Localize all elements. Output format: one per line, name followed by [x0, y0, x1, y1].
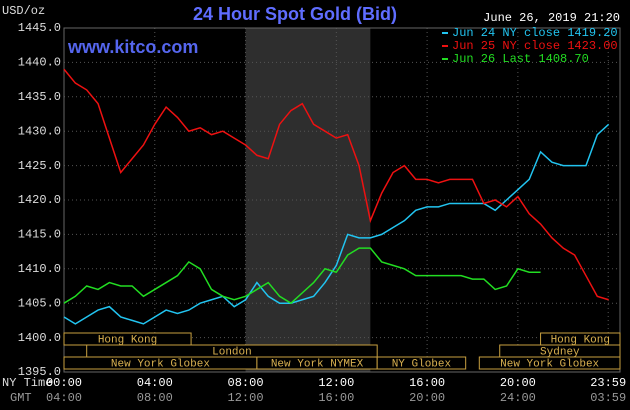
session-label: Hong Kong	[98, 334, 157, 346]
x2-tick-label: 08:00	[137, 391, 173, 405]
chart-title: 24 Hour Spot Gold (Bid)	[193, 4, 397, 24]
y-tick-label: 1410.0	[18, 262, 61, 276]
y-tick-label: 1405.0	[18, 296, 61, 310]
y-tick-label: 1395.0	[18, 365, 61, 379]
x2-tick-label: 16:00	[318, 391, 354, 405]
session-label: Hong Kong	[551, 334, 610, 346]
y-tick-label: 1445.0	[18, 21, 61, 35]
x-tick-label: 20:00	[500, 376, 536, 390]
session-label: NY Globex	[392, 358, 452, 370]
x2-tick-label: 20:00	[409, 391, 445, 405]
x-tick-label: 12:00	[318, 376, 354, 390]
session-box	[478, 356, 621, 370]
y-tick-label: 1425.0	[18, 159, 61, 173]
y-tick-label: 1420.0	[18, 193, 61, 207]
x-tick-label: 23:59	[590, 376, 626, 390]
plot-frame	[63, 27, 621, 373]
price-line	[63, 68, 609, 301]
session-label: New York NYMEX	[271, 358, 364, 370]
x2-tick-label: 12:00	[228, 391, 264, 405]
price-line	[63, 247, 541, 305]
y-tick-label: 1400.0	[18, 331, 61, 345]
x2-tick-label: 04:00	[46, 391, 82, 405]
watermark: www.kitco.com	[67, 37, 198, 57]
y-tick-label: 1415.0	[18, 228, 61, 242]
session-highlight	[245, 28, 371, 372]
session-label: Sydney	[540, 346, 580, 358]
x2-tick-label: 03:59	[590, 391, 626, 405]
x2-axis-label: GMT	[10, 391, 32, 405]
session-box	[376, 356, 467, 370]
legend-label: Jun 24 NY close 1419.20	[452, 26, 618, 40]
y-tick-label: 1440.0	[18, 56, 61, 70]
x-axis-label: NY Time	[2, 376, 52, 390]
x2-tick-label: 24:00	[500, 391, 536, 405]
x-tick-label: 04:00	[137, 376, 173, 390]
y-tick-label: 1430.0	[18, 124, 61, 138]
y-axis-label: USD/oz	[2, 4, 45, 18]
y-tick-label: 1435.0	[18, 90, 61, 104]
session-label: New York Globex	[111, 358, 210, 370]
x-tick-label: 16:00	[409, 376, 445, 390]
session-label: London	[212, 346, 252, 358]
x-tick-label: 00:00	[46, 376, 82, 390]
x-tick-label: 08:00	[228, 376, 264, 390]
legend-label: Jun 25 NY close 1423.00	[452, 39, 618, 53]
legend-label: Jun 26 Last 1408.70	[452, 52, 589, 66]
chart-date: June 26, 2019 21:20	[483, 11, 620, 25]
price-line	[63, 123, 610, 325]
session-label: New York Globex	[500, 358, 599, 370]
